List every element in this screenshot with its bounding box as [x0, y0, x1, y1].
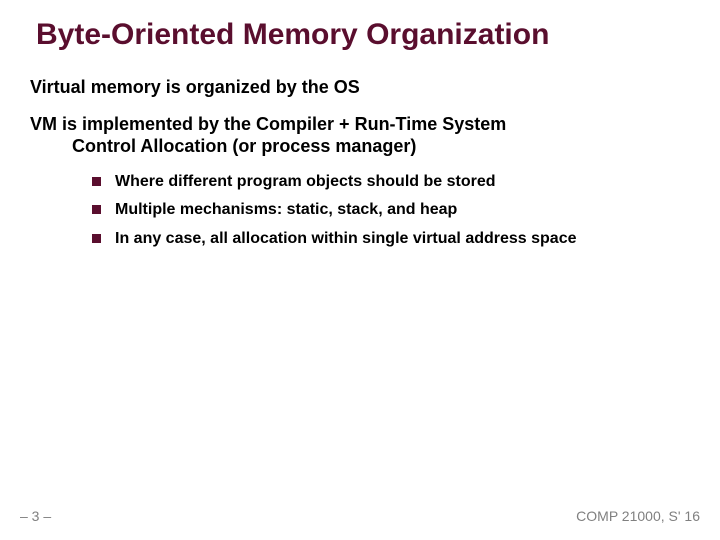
main-point-2-line1: VM is implemented by the Compiler + Run-…	[30, 114, 506, 134]
square-bullet-icon	[92, 234, 101, 243]
bullet-list: Where different program objects should b…	[92, 172, 690, 250]
bullet-text: Where different program objects should b…	[115, 172, 496, 193]
square-bullet-icon	[92, 177, 101, 186]
bullet-text: In any case, all allocation within singl…	[115, 229, 577, 250]
slide-number: – 3 –	[20, 508, 51, 524]
main-point-1: Virtual memory is organized by the OS	[30, 76, 690, 99]
slide-title: Byte-Oriented Memory Organization	[36, 18, 690, 52]
bullet-text: Multiple mechanisms: static, stack, and …	[115, 200, 457, 221]
bullet-item: Multiple mechanisms: static, stack, and …	[92, 200, 690, 221]
course-label: COMP 21000, S' 16	[576, 508, 700, 524]
main-point-2: VM is implemented by the Compiler + Run-…	[30, 113, 690, 158]
main-point-2-line2: Control Allocation (or process manager)	[72, 136, 416, 156]
bullet-item: In any case, all allocation within singl…	[92, 229, 690, 250]
bullet-item: Where different program objects should b…	[92, 172, 690, 193]
square-bullet-icon	[92, 205, 101, 214]
